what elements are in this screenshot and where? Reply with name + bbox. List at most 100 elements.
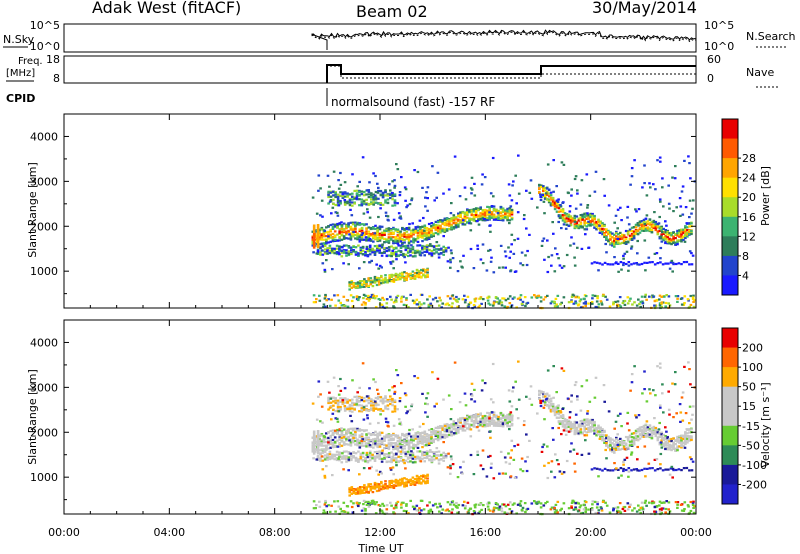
power-cell	[327, 195, 330, 199]
velocity-cell	[348, 410, 352, 413]
velocity-cell	[357, 458, 360, 461]
power-cell	[419, 233, 422, 236]
velocity-cell	[352, 489, 356, 492]
velocity-cell	[492, 419, 496, 422]
power-cell	[352, 250, 355, 253]
velocity-cell	[555, 416, 559, 419]
velocity-cell	[432, 451, 436, 454]
power-cell	[443, 229, 447, 232]
velocity-cell	[354, 492, 358, 495]
velocity-cell	[381, 398, 385, 401]
power-cell	[371, 247, 374, 250]
power-cell	[312, 244, 316, 248]
power-cell	[384, 279, 387, 282]
velocity-cell	[375, 489, 379, 493]
velocity-cell	[358, 486, 362, 489]
velocity-cell	[470, 416, 474, 419]
power-cell	[407, 273, 410, 276]
power-cell	[389, 193, 392, 196]
power-cell	[653, 252, 657, 255]
power-cell	[426, 275, 429, 278]
velocity-cell	[466, 422, 469, 425]
velocity-cell	[479, 423, 482, 426]
velocity-cell	[348, 494, 351, 497]
velocity-cell	[538, 393, 541, 396]
power-cell	[581, 225, 584, 228]
velocity-cell	[361, 455, 365, 458]
power-cell	[364, 294, 367, 297]
velocity-cell	[355, 399, 359, 402]
power-cell	[682, 261, 686, 264]
power-cell	[381, 305, 385, 308]
power-cell	[567, 213, 571, 216]
velocity-cell	[593, 432, 596, 435]
power-cell	[627, 269, 630, 272]
velocity-cell	[394, 442, 397, 445]
velocity-cell	[412, 447, 415, 450]
power-cell	[623, 242, 627, 245]
power-cell	[666, 240, 669, 244]
power-cell	[473, 305, 477, 308]
power-cell	[316, 230, 320, 233]
velocity-cell	[432, 458, 436, 461]
power-cell	[362, 297, 365, 300]
power-cell	[314, 301, 317, 304]
velocity-cell	[356, 429, 359, 432]
power-cell	[457, 297, 461, 301]
velocity-cell	[417, 480, 421, 483]
velocity-cell	[350, 457, 353, 460]
power-cell	[656, 262, 660, 265]
velocity-cell	[389, 399, 392, 402]
power-cell	[363, 285, 366, 288]
power-cell	[541, 239, 544, 243]
velocity-cell	[597, 433, 600, 436]
power-cell	[374, 194, 377, 197]
velocity-cell	[559, 415, 563, 418]
power-cell	[562, 163, 566, 166]
power-cell	[426, 298, 429, 301]
power-cell	[468, 219, 471, 222]
power-cell	[644, 217, 648, 220]
power-cell	[377, 197, 380, 200]
power-cell	[402, 253, 405, 256]
velocity-cell	[575, 430, 579, 434]
velocity-cell	[474, 413, 478, 416]
noise-tick-right-bottom: 10^0	[704, 40, 734, 53]
power-cell	[416, 226, 420, 229]
power-cell	[409, 276, 413, 279]
velocity-cell	[361, 459, 365, 462]
velocity-cell	[351, 429, 355, 432]
power-cell	[405, 298, 408, 301]
velocity-cell	[547, 398, 551, 401]
power-cell	[615, 232, 618, 235]
power-cell	[436, 221, 440, 224]
velocity-cell	[435, 457, 438, 460]
power-cell	[441, 230, 444, 233]
power-cell	[658, 298, 661, 301]
power-cell	[671, 176, 674, 179]
velocity-cell	[385, 455, 389, 459]
velocity-cell	[334, 401, 337, 405]
power-cell	[477, 306, 480, 309]
power-cell	[346, 202, 349, 205]
velocity-cell	[457, 431, 460, 434]
velocity-cell	[483, 417, 487, 421]
power-cell	[487, 249, 490, 252]
power-cell	[345, 224, 348, 227]
power-cell	[472, 219, 476, 222]
power-cell	[624, 262, 628, 266]
velocity-cell	[430, 460, 434, 463]
power-cell	[323, 229, 327, 233]
power-cell	[528, 233, 531, 236]
power-cell	[676, 229, 679, 232]
power-cell	[543, 186, 547, 190]
power-cell	[407, 228, 411, 231]
power-cell	[358, 222, 362, 225]
power-cell	[520, 303, 524, 306]
velocity-cell	[403, 441, 406, 444]
velocity-cell	[350, 487, 354, 490]
power-cell	[372, 201, 375, 204]
velocity-cell	[414, 432, 418, 435]
velocity-cell	[472, 425, 476, 428]
power-cell	[632, 226, 636, 229]
